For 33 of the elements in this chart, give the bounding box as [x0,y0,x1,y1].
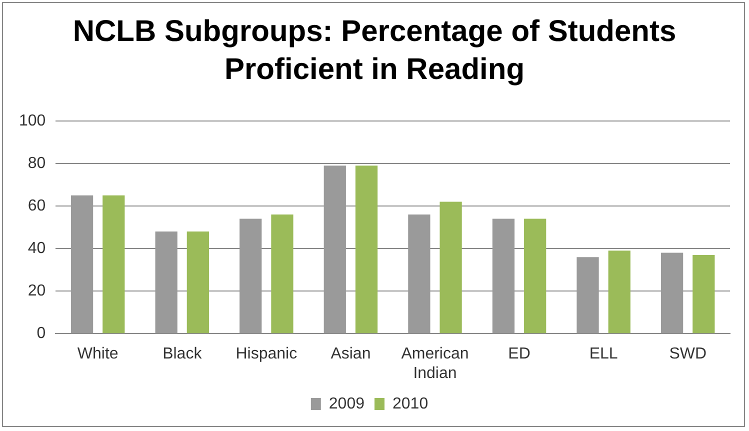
bar [408,214,430,334]
x-tick-label: White [77,346,118,363]
x-tick-label: Asian [330,346,371,363]
bar [186,232,209,334]
x-tick-label: Hispanic [236,346,298,363]
legend-label: 2010 [392,395,428,412]
bar [524,218,546,334]
x-tick-label: Black [162,346,203,363]
x-tick-label: American Indian [401,346,469,382]
chart-title: NCLB Subgroups: Percentage of Students Proficient in Reading [72,14,678,88]
bar [271,214,294,334]
y-tick-label: 60 [28,197,46,214]
x-tick-label: ELL [589,346,618,363]
bar [155,232,178,334]
bar [660,252,684,334]
bar [608,250,630,334]
bar [492,218,515,334]
bar [324,166,346,334]
x-tick-label: SWD [669,346,707,363]
legend-label: 2009 [328,395,365,412]
bar [692,254,715,334]
y-tick-label: 40 [28,240,46,257]
y-tick-label: 100 [18,112,46,130]
y-tick-label: 0 [36,325,46,342]
y-tick-label: 20 [28,282,46,300]
bar [240,218,262,334]
bar [576,257,599,334]
bar [102,195,125,334]
bar [440,202,462,334]
bar [355,166,378,334]
x-tick-label: ED [508,346,530,363]
y-tick-label: 80 [28,154,46,172]
bar [70,195,94,334]
